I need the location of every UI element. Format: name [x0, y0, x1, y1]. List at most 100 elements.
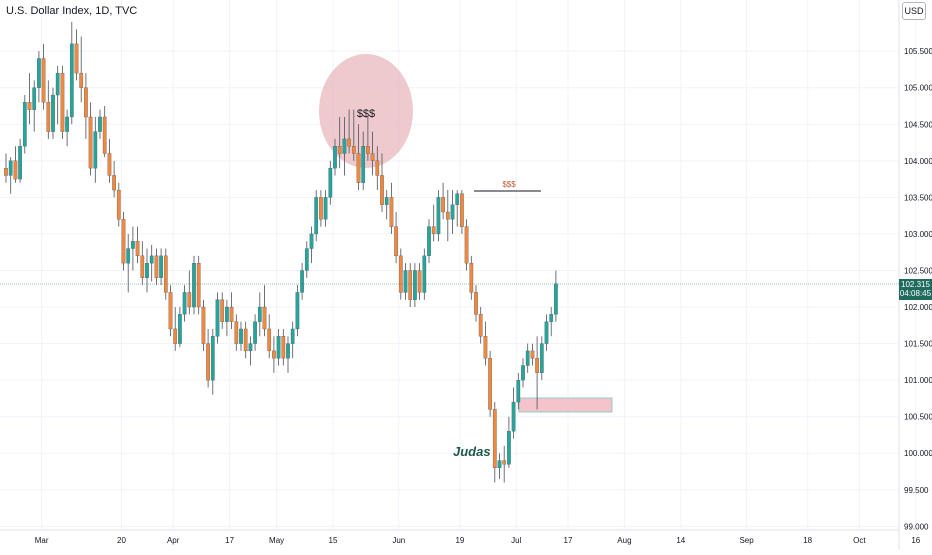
candle-body	[27, 102, 32, 110]
x-tick-label: 14	[676, 536, 685, 545]
candle-body	[488, 358, 492, 410]
judas-label: Judas	[453, 444, 491, 459]
candle-body	[276, 336, 281, 359]
candle-body	[18, 146, 22, 180]
candle-body	[8, 160, 13, 176]
candle-body	[206, 343, 210, 381]
candle-body	[102, 116, 107, 154]
candle-body	[192, 263, 196, 308]
candle-body	[502, 460, 507, 465]
candle-body	[319, 197, 323, 220]
y-tick-label: 103.000	[904, 230, 932, 239]
candle-body	[408, 270, 413, 300]
candle-body	[32, 87, 37, 110]
candle-body	[22, 102, 27, 147]
candle-body	[436, 197, 441, 235]
candle-body	[328, 167, 333, 198]
candle-body	[554, 283, 558, 315]
x-tick-label: 18	[803, 536, 812, 545]
candle-body	[182, 292, 187, 315]
candle-body	[539, 343, 544, 373]
candle-body	[464, 226, 469, 264]
candle-body	[337, 146, 342, 154]
demand-zone-box	[518, 397, 613, 413]
candle-body	[507, 431, 511, 465]
candle-body	[347, 138, 351, 147]
candle-body	[544, 321, 549, 344]
candle-body	[46, 102, 51, 132]
candle-body	[41, 58, 46, 103]
candle-body	[267, 328, 272, 352]
candle-body	[450, 204, 455, 220]
candle-body	[492, 409, 497, 469]
candle-body	[74, 43, 79, 74]
x-tick-label: Oct	[853, 536, 866, 545]
candle-body	[116, 189, 121, 220]
circle-dollar-label: $$$	[357, 108, 375, 120]
candle-body	[300, 270, 304, 293]
candle-body	[394, 226, 398, 257]
y-tick-label: 101.000	[904, 376, 932, 385]
candle-body	[93, 131, 98, 169]
y-tick-label: 104.500	[904, 120, 932, 129]
candle-body	[13, 160, 18, 180]
candle-body	[126, 248, 131, 264]
candle-body	[549, 314, 554, 322]
candle-body	[511, 401, 516, 432]
candle-body	[370, 153, 375, 161]
x-tick-label: Aug	[617, 536, 631, 545]
last-price-tag: 102.315 04:08:45	[899, 279, 932, 300]
x-tick-label: Jun	[392, 536, 405, 545]
candle-body	[201, 306, 206, 344]
y-tick-label: 104.000	[904, 157, 932, 166]
candle-body	[69, 43, 74, 118]
x-axis-labels: Mar 20 Apr 17 May 15 Jun 19 Jul 17 Aug 14 Sep 18 Oct 16…	[35, 536, 921, 545]
candle-body	[469, 263, 474, 293]
candle-body	[60, 72, 65, 132]
candle-body	[366, 146, 370, 154]
x-tick-label: 19	[455, 536, 464, 545]
candle-body	[159, 255, 163, 278]
candle-body	[398, 255, 403, 293]
candle-body	[403, 270, 408, 293]
candle-body	[455, 193, 460, 205]
candle-body	[356, 153, 361, 183]
candle-body	[229, 306, 234, 322]
candle-body	[333, 146, 337, 169]
y-tick-label: 103.500	[904, 193, 932, 202]
x-tick-label: 20	[117, 536, 126, 545]
candle-body	[84, 87, 88, 118]
candle-body	[121, 219, 126, 264]
candle-body	[380, 175, 384, 205]
candle-body	[478, 314, 483, 337]
candle-body	[413, 270, 417, 300]
candle-body	[521, 365, 525, 381]
candle-body	[168, 292, 173, 330]
y-tick-label: 101.500	[904, 340, 932, 349]
candle-body	[427, 226, 431, 257]
candle-body	[290, 328, 295, 344]
candle-body	[281, 336, 286, 359]
last-price-value: 102.315	[901, 280, 930, 289]
x-tick-label: Apr	[167, 536, 180, 545]
candle-body	[375, 160, 380, 176]
currency-button[interactable]: USD	[902, 2, 926, 20]
x-tick-label: Jul	[511, 536, 521, 545]
candle-body	[460, 193, 464, 227]
line-dollar-label: $$$	[502, 180, 516, 189]
candle-body	[342, 138, 347, 154]
x-tick-label: 17	[225, 536, 234, 545]
chart-title: U.S. Dollar Index, 1D, TVC	[6, 5, 138, 17]
candle-body	[88, 116, 93, 169]
candle-body	[516, 379, 521, 403]
candle-body	[535, 358, 539, 373]
candle-body	[243, 328, 248, 352]
x-tick-label: Mar	[35, 536, 49, 545]
candle-body	[55, 72, 60, 96]
candle-body	[220, 299, 225, 322]
candle-body	[154, 255, 159, 278]
candle-body	[173, 328, 178, 344]
y-tick-label: 99.000	[904, 522, 929, 531]
